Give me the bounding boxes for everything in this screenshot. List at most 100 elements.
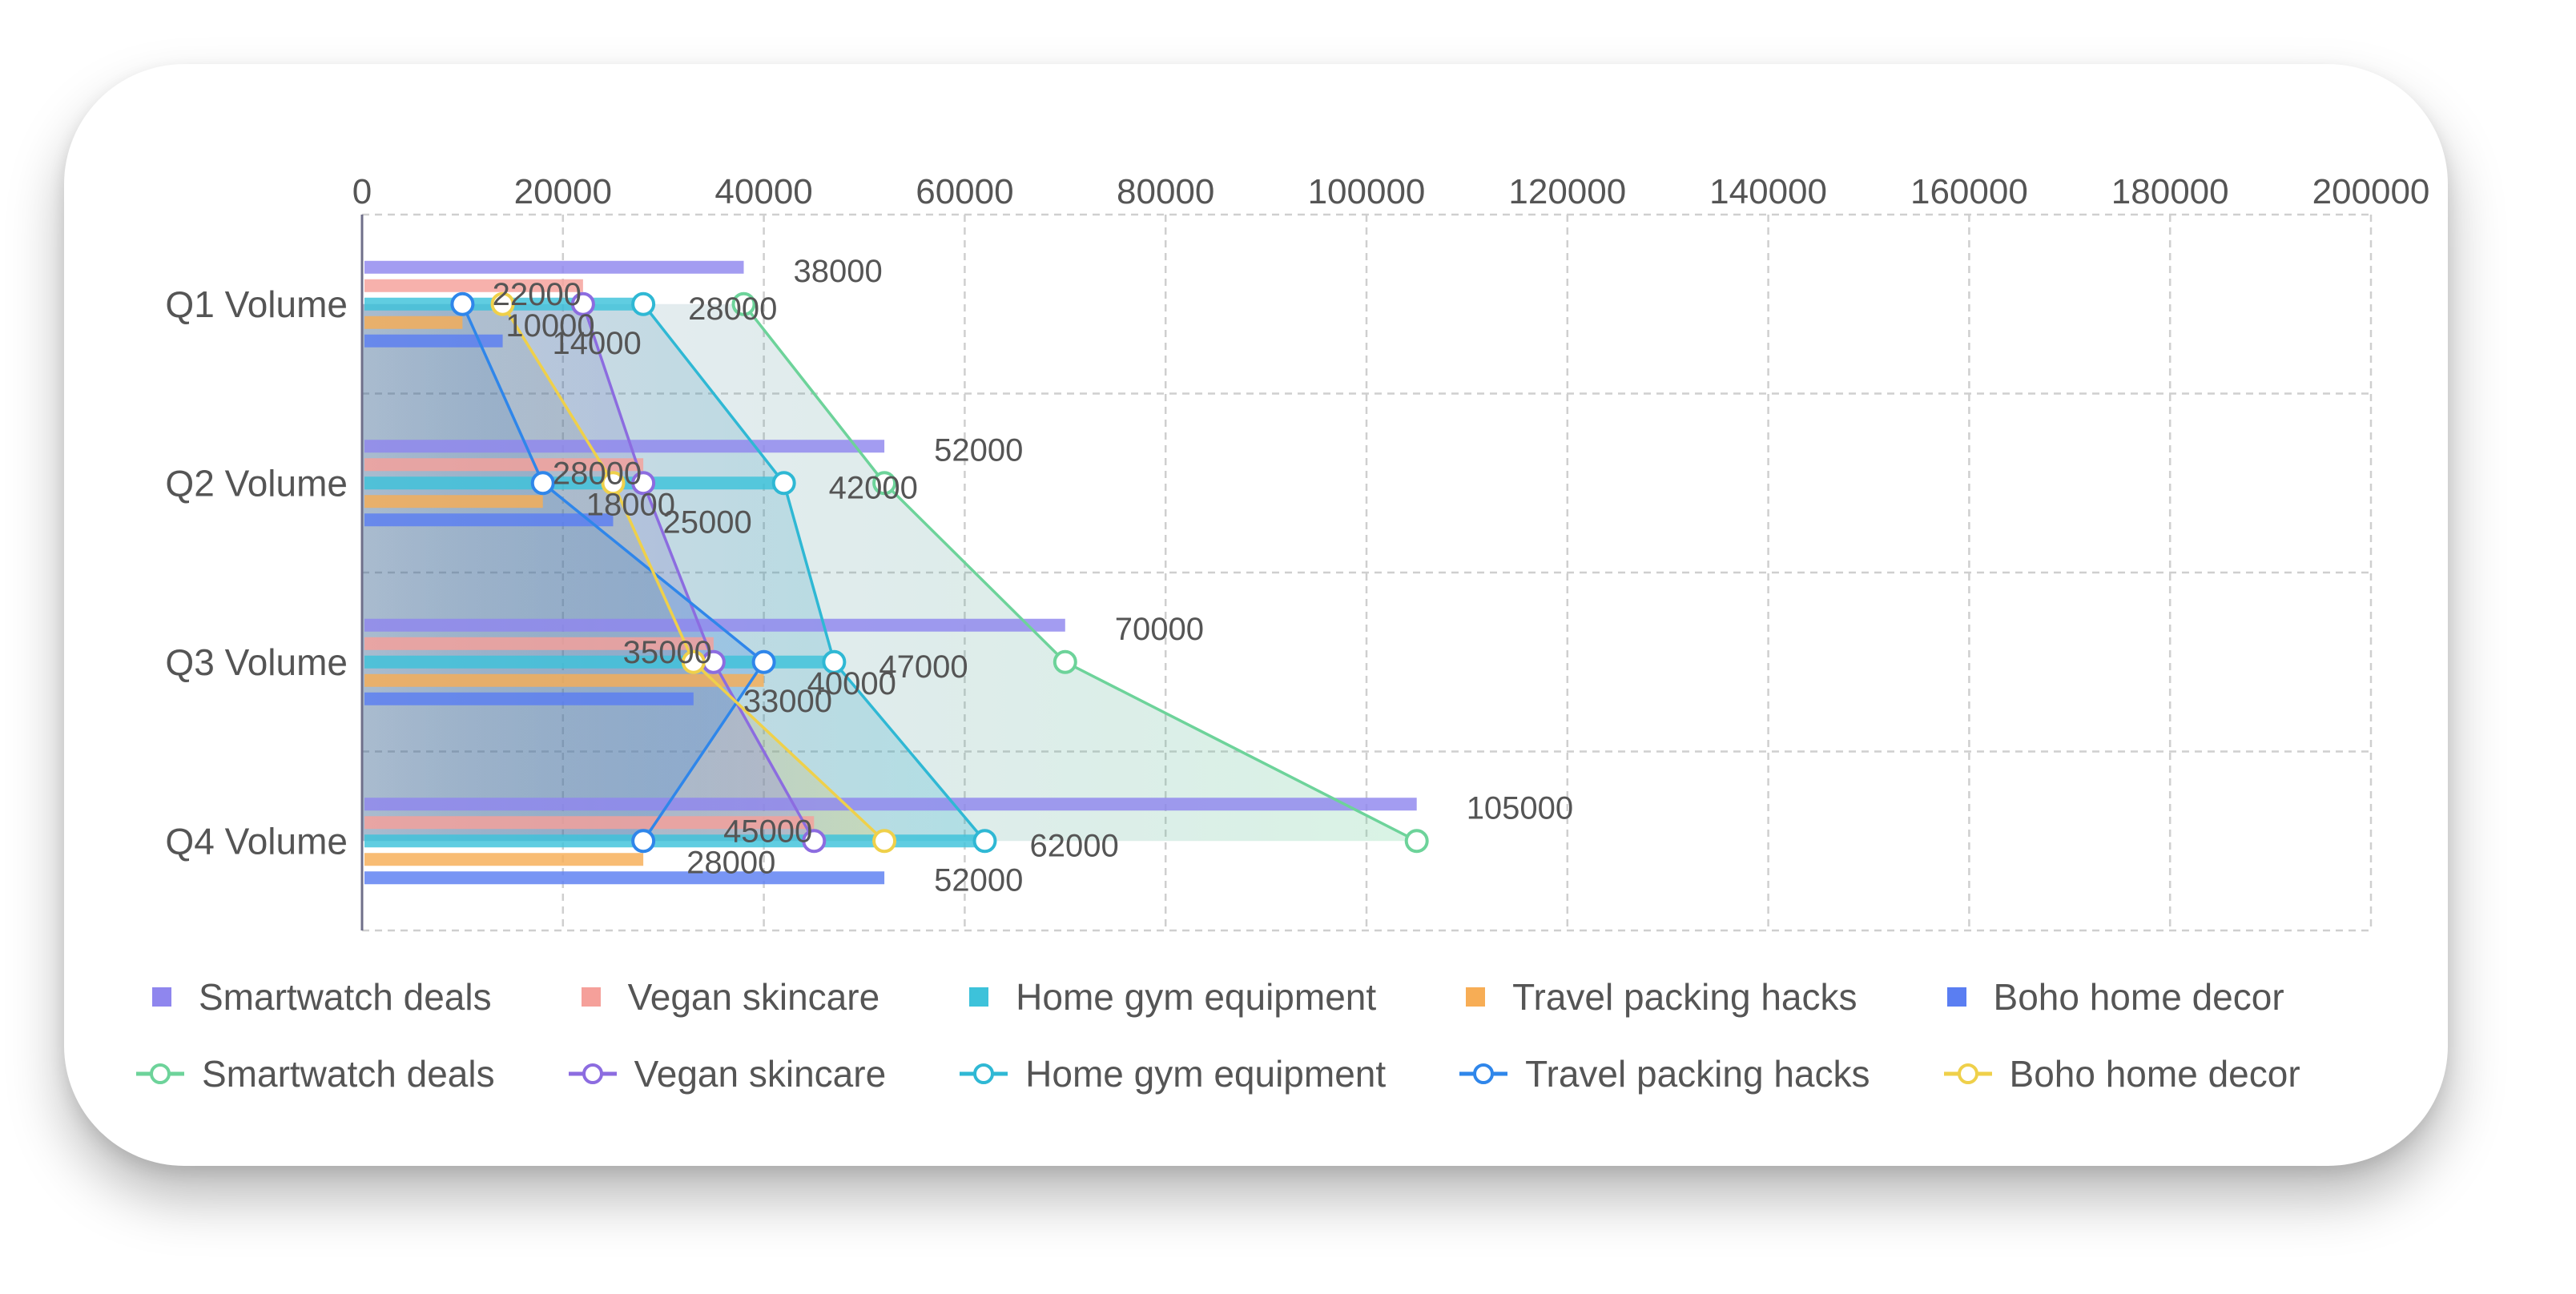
bar-home-gym-equipment — [364, 834, 985, 848]
x-tick-label: 100000 — [1308, 172, 1426, 211]
area-travel-packing-hacks — [362, 303, 764, 842]
marker-home-gym-equipment — [972, 829, 997, 854]
x-tick-label: 40000 — [714, 172, 812, 211]
marker-smartwatch-deals — [1404, 829, 1429, 854]
marker-boho-home-decor — [681, 649, 706, 674]
legend-item-bar-vegan-skincare[interactable]: Vegan skincare — [549, 975, 880, 1019]
data-label-boho-home-decor: 14000 — [553, 326, 642, 361]
line-home-gym-equipment — [642, 303, 986, 842]
data-label-vegan-skincare: 35000 — [623, 635, 712, 670]
data-label-home-gym-equipment: 47000 — [879, 649, 968, 685]
legend-item-line-smartwatch-deals[interactable]: Smartwatch deals — [120, 1052, 495, 1095]
data-label-smartwatch-deals: 52000 — [934, 432, 1023, 468]
legend-label: Smartwatch deals — [199, 976, 492, 1018]
bar-travel-packing-hacks — [364, 673, 764, 687]
data-label-boho-home-decor: 33000 — [743, 684, 832, 719]
bar-vegan-skincare — [364, 816, 815, 830]
legend-label: Travel packing hacks — [1512, 976, 1858, 1018]
legend-label: Travel packing hacks — [1525, 1053, 1870, 1095]
data-label-vegan-skincare: 22000 — [493, 277, 582, 312]
legend-swatch-line — [568, 1063, 617, 1084]
bar-smartwatch-deals — [364, 618, 1065, 632]
bar-travel-packing-hacks — [364, 495, 543, 508]
bars — [364, 260, 1417, 885]
line-areas — [362, 303, 1417, 842]
marker-smartwatch-deals — [1053, 649, 1077, 674]
data-label-travel-packing-hacks: 18000 — [586, 487, 675, 522]
marker-boho-home-decor — [601, 471, 626, 496]
legend-item-line-home-gym-equipment[interactable]: Home gym equipment — [944, 1052, 1386, 1095]
legend-label: Vegan skincare — [634, 1053, 887, 1095]
legend-label: Boho home decor — [1993, 976, 2284, 1018]
marker-travel-packing-hacks — [450, 291, 475, 316]
x-tick-label: 140000 — [1709, 172, 1827, 211]
bar-boho-home-decor — [364, 334, 503, 348]
bar-travel-packing-hacks — [364, 853, 644, 866]
y-tick-label: Q2 Volume — [165, 462, 348, 504]
legend-swatch-line — [1459, 1063, 1508, 1084]
legend-swatch-line — [136, 1063, 184, 1084]
legend-label: Vegan skincare — [627, 976, 880, 1018]
data-label-travel-packing-hacks: 10000 — [505, 308, 594, 344]
bar-home-gym-equipment — [364, 476, 784, 490]
bar-smartwatch-deals — [364, 260, 744, 274]
data-label-vegan-skincare: 28000 — [553, 456, 642, 491]
data-label-smartwatch-deals: 105000 — [1467, 790, 1573, 826]
data-label-travel-packing-hacks: 40000 — [807, 666, 896, 701]
marker-smartwatch-deals — [872, 471, 897, 496]
axes: 0 20000 40000 60000 80000 100000 120000 140000 1… — [165, 172, 2429, 930]
legend-swatch-square — [1946, 987, 1966, 1007]
y-tick-label: Q1 Volume — [165, 283, 348, 325]
data-label-vegan-skincare: 45000 — [723, 814, 812, 849]
line-vegan-skincare — [582, 303, 815, 842]
legend-swatch-line — [960, 1063, 1008, 1084]
bar-boho-home-decor — [364, 692, 694, 705]
marker-boho-home-decor — [490, 291, 515, 316]
data-label-home-gym-equipment: 42000 — [829, 470, 918, 505]
legend-item-bar-boho-home-decor[interactable]: Boho home decor — [1915, 975, 2284, 1019]
legend-lines: Smartwatch deals Vegan skincare Home gym e… — [120, 1052, 2427, 1095]
marker-travel-packing-hacks — [751, 649, 776, 674]
legend-item-bar-smartwatch-deals[interactable]: Smartwatch deals — [120, 975, 492, 1019]
legend-swatch-square — [581, 987, 601, 1007]
legend-item-line-boho-home-decor[interactable]: Boho home decor — [1928, 1052, 2300, 1095]
legend-label: Boho home decor — [2009, 1053, 2300, 1095]
legend-bars: Smartwatch deals Vegan skincare Home gym e… — [120, 975, 2427, 1019]
bar-vegan-skincare — [364, 637, 714, 650]
line-boho-home-decor — [501, 303, 886, 842]
data-labels: 38000 52000 70000 105000 22000 28000 35000 4500… — [493, 254, 1574, 898]
y-tick-label: Q4 Volume — [165, 820, 348, 862]
legend-swatch-square — [969, 987, 989, 1007]
legend-item-bar-travel-packing-hacks[interactable]: Travel packing hacks — [1434, 975, 1858, 1019]
marker-vegan-skincare — [570, 291, 595, 316]
x-tick-label: 180000 — [2111, 172, 2229, 211]
x-tick-label: 0 — [352, 172, 372, 211]
marker-smartwatch-deals — [731, 291, 756, 316]
bar-vegan-skincare — [364, 279, 583, 292]
data-label-smartwatch-deals: 70000 — [1115, 612, 1204, 647]
bar-travel-packing-hacks — [364, 315, 463, 329]
legend-swatch-line — [1943, 1063, 1992, 1084]
legend-item-line-travel-packing-hacks[interactable]: Travel packing hacks — [1443, 1052, 1870, 1095]
bar-smartwatch-deals — [364, 798, 1417, 811]
legend-swatch-square — [1466, 987, 1486, 1007]
lines — [450, 291, 1429, 854]
marker-travel-packing-hacks — [631, 829, 656, 854]
x-tick-label: 160000 — [1910, 172, 2028, 211]
legend-label: Home gym equipment — [1016, 976, 1377, 1018]
bar-boho-home-decor — [364, 871, 885, 885]
bar-smartwatch-deals — [364, 440, 885, 453]
x-tick-label: 200000 — [2312, 172, 2430, 211]
marker-home-gym-equipment — [822, 649, 847, 674]
x-tick-label: 20000 — [514, 172, 612, 211]
bar-vegan-skincare — [364, 458, 644, 472]
legend-item-line-vegan-skincare[interactable]: Vegan skincare — [553, 1052, 887, 1095]
legend-label: Smartwatch deals — [202, 1053, 495, 1095]
legend-swatch-square — [152, 987, 171, 1007]
data-label-smartwatch-deals: 38000 — [794, 254, 883, 289]
legend-item-bar-home-gym-equipment[interactable]: Home gym equipment — [937, 975, 1376, 1019]
line-smartwatch-deals — [743, 303, 1418, 842]
marker-boho-home-decor — [872, 829, 897, 854]
x-tick-label: 120000 — [1508, 172, 1626, 211]
